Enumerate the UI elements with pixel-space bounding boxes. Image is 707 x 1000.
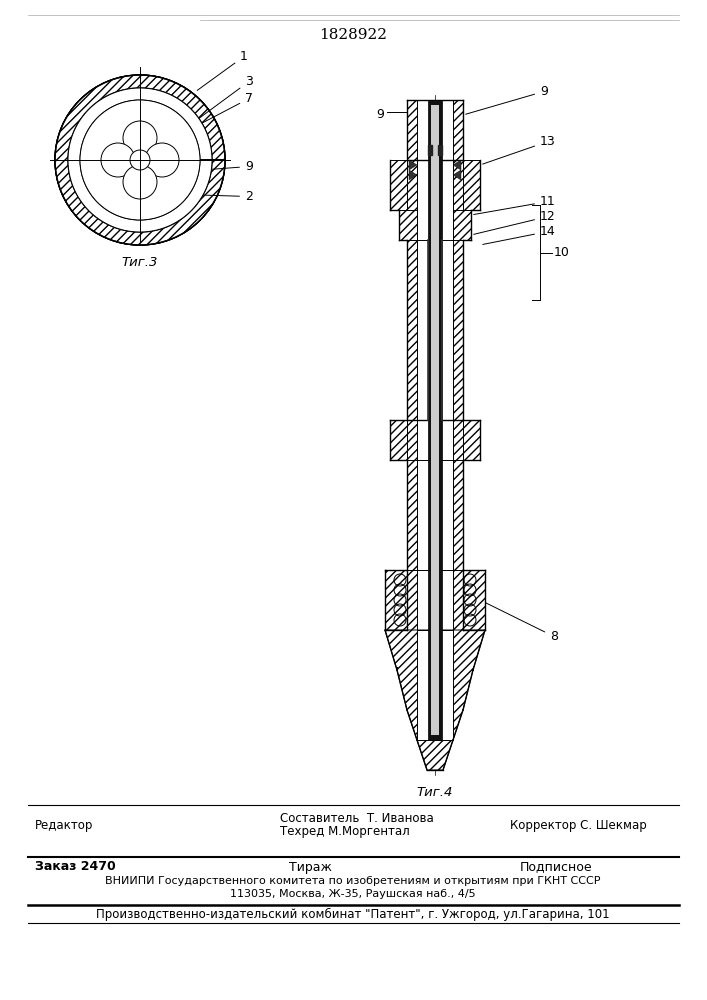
Text: Редактор: Редактор <box>35 818 93 832</box>
Polygon shape <box>407 240 417 420</box>
Circle shape <box>130 150 150 170</box>
Polygon shape <box>463 420 480 460</box>
Polygon shape <box>390 160 407 210</box>
Polygon shape <box>438 145 442 155</box>
Text: 1828922: 1828922 <box>319 28 387 42</box>
Circle shape <box>123 121 157 155</box>
Polygon shape <box>409 160 417 170</box>
Bar <box>431 105 439 735</box>
Text: 113035, Москва, Ж-35, Раушская наб., 4/5: 113035, Москва, Ж-35, Раушская наб., 4/5 <box>230 889 476 899</box>
Text: Производственно-издательский комбинат "Патент", г. Ужгород, ул.Гагарина, 101: Производственно-издательский комбинат "П… <box>96 907 610 921</box>
Polygon shape <box>407 100 417 160</box>
Polygon shape <box>385 630 485 770</box>
Polygon shape <box>55 75 225 245</box>
Text: 9: 9 <box>205 160 253 173</box>
Text: Заказ 2470: Заказ 2470 <box>35 860 116 874</box>
Polygon shape <box>417 630 453 740</box>
Polygon shape <box>453 240 463 420</box>
Text: Техред М.Моргентал: Техред М.Моргентал <box>280 826 410 838</box>
Text: Подписное: Подписное <box>520 860 592 874</box>
Polygon shape <box>399 210 417 240</box>
Bar <box>428 100 442 740</box>
Text: 11: 11 <box>474 195 556 215</box>
Text: 12: 12 <box>474 210 556 234</box>
Polygon shape <box>385 570 417 630</box>
Polygon shape <box>453 170 461 180</box>
Polygon shape <box>428 145 432 155</box>
Polygon shape <box>453 160 461 170</box>
Polygon shape <box>68 88 212 232</box>
Circle shape <box>101 143 135 177</box>
Text: Тираж: Тираж <box>288 860 332 874</box>
Polygon shape <box>453 210 471 240</box>
Polygon shape <box>463 160 480 210</box>
Polygon shape <box>390 420 407 460</box>
Text: 1: 1 <box>197 50 248 90</box>
Text: Составитель  Т. Иванова: Составитель Т. Иванова <box>280 812 434 824</box>
Text: 13: 13 <box>483 135 556 164</box>
Polygon shape <box>453 100 463 160</box>
Text: 7: 7 <box>187 92 253 131</box>
Text: Τиг.3: Τиг.3 <box>122 256 158 269</box>
Polygon shape <box>453 570 485 630</box>
Polygon shape <box>407 160 417 210</box>
Text: 8: 8 <box>482 601 558 643</box>
Text: Τиг.4: Τиг.4 <box>417 786 453 798</box>
Polygon shape <box>407 420 417 460</box>
Text: 2: 2 <box>203 190 253 203</box>
Text: 9: 9 <box>376 108 384 121</box>
Polygon shape <box>407 460 417 570</box>
Polygon shape <box>453 460 463 570</box>
Circle shape <box>123 165 157 199</box>
Polygon shape <box>453 160 463 210</box>
Text: 10: 10 <box>554 246 570 259</box>
Circle shape <box>80 100 200 220</box>
Polygon shape <box>453 420 463 460</box>
Text: 3: 3 <box>192 75 253 123</box>
Circle shape <box>145 143 179 177</box>
Circle shape <box>55 75 225 245</box>
Text: Корректор С. Шекмар: Корректор С. Шекмар <box>510 818 647 832</box>
Text: 14: 14 <box>483 225 556 244</box>
Text: ВНИИПИ Государственного комитета по изобретениям и открытиям при ГКНТ СССР: ВНИИПИ Государственного комитета по изоб… <box>105 876 601 886</box>
Polygon shape <box>409 170 417 180</box>
Text: 9: 9 <box>466 85 548 114</box>
